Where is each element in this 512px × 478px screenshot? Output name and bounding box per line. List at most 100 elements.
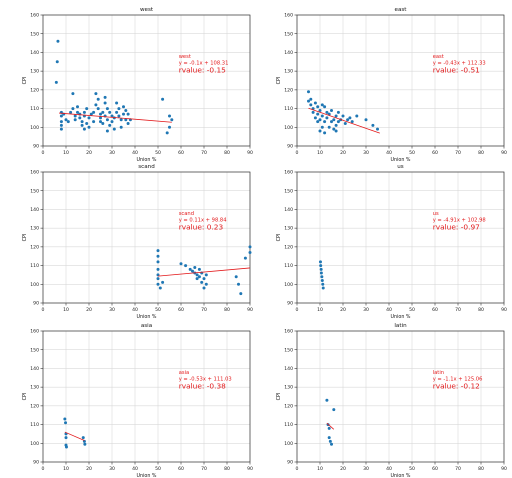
- data-point: [323, 131, 327, 135]
- data-point: [161, 97, 165, 101]
- x-tick-label: 50: [409, 150, 415, 156]
- x-tick-label: 0: [296, 466, 299, 472]
- panel-title: us: [397, 164, 404, 170]
- data-point: [122, 112, 125, 116]
- x-tick-label: 30: [363, 466, 369, 472]
- data-point: [82, 110, 86, 114]
- data-point: [156, 260, 160, 264]
- data-point: [110, 120, 114, 124]
- data-point: [64, 436, 68, 440]
- x-tick-label: 50: [409, 466, 415, 472]
- data-point: [71, 92, 75, 96]
- x-tick-label: 70: [455, 307, 461, 313]
- y-tick-label: 120: [284, 403, 293, 409]
- data-point: [316, 112, 320, 116]
- data-point: [248, 245, 252, 249]
- x-tick-label: 40: [386, 150, 392, 156]
- x-tick-label: 20: [86, 150, 92, 156]
- data-point: [191, 269, 194, 273]
- data-point: [69, 110, 73, 114]
- y-tick-label: 130: [30, 69, 39, 75]
- data-point: [64, 421, 68, 425]
- data-point: [307, 99, 310, 103]
- data-point: [73, 114, 77, 118]
- data-point: [73, 118, 77, 122]
- y-tick-label: 120: [30, 87, 39, 93]
- x-tick-label: 20: [340, 466, 346, 472]
- x-tick-label: 50: [155, 150, 161, 156]
- data-point: [323, 105, 327, 109]
- y-tick-label: 150: [30, 188, 39, 194]
- annotation-rvalue: rvalue: -0.12: [433, 382, 480, 391]
- y-tick-label: 150: [284, 31, 293, 37]
- y-tick-label: 90: [33, 144, 39, 150]
- y-tick-label: 140: [30, 207, 39, 213]
- y-axis-label: CPI: [22, 234, 28, 242]
- data-point: [168, 125, 171, 129]
- y-tick-label: 140: [30, 366, 39, 372]
- data-point: [334, 123, 338, 127]
- y-tick-label: 90: [287, 301, 293, 307]
- x-tick-label: 80: [478, 466, 484, 472]
- data-point: [311, 110, 315, 114]
- plot-area: [297, 15, 504, 146]
- data-point: [115, 101, 119, 105]
- data-point: [112, 127, 116, 131]
- y-tick-label: 110: [284, 422, 293, 428]
- x-tick-label: 60: [178, 466, 184, 472]
- panel-latin: 0 10 20 30 40 50 60 70 80 90 90 100 110 120 130 140 150 1…: [276, 323, 507, 478]
- x-tick-label: 90: [247, 150, 253, 156]
- data-point: [119, 125, 123, 129]
- y-tick-label: 110: [284, 263, 293, 269]
- x-tick-label: 0: [296, 150, 299, 156]
- x-axis-label: Union %: [391, 473, 411, 478]
- y-tick-label: 110: [30, 263, 39, 269]
- x-tick-label: 80: [224, 150, 230, 156]
- x-tick-label: 30: [109, 307, 115, 313]
- data-point: [124, 118, 128, 122]
- x-tick-label: 20: [340, 307, 346, 313]
- data-point: [202, 277, 206, 281]
- data-point: [59, 114, 63, 118]
- y-tick-label: 110: [284, 106, 293, 112]
- x-tick-label: 20: [86, 466, 92, 472]
- annotation-group: us: [433, 211, 439, 217]
- data-point: [336, 120, 340, 124]
- data-point: [309, 103, 313, 107]
- x-tick-label: 10: [63, 466, 69, 472]
- data-point: [110, 114, 114, 118]
- x-tick-label: 60: [432, 150, 438, 156]
- data-point: [83, 442, 87, 446]
- data-point: [320, 125, 324, 129]
- data-point: [66, 120, 70, 124]
- x-tick-label: 70: [201, 466, 207, 472]
- data-point: [156, 277, 160, 281]
- data-point: [156, 273, 160, 277]
- data-point: [108, 110, 112, 114]
- x-tick-label: 0: [296, 307, 299, 313]
- y-tick-label: 160: [30, 329, 39, 335]
- annotation-equation: y = -0.53x + 111.03: [179, 377, 232, 383]
- annotation-equation: y = -0.1x + 108.31: [179, 61, 229, 67]
- panel-west: 0 10 20 30 40 50 60 70 80 90 90 100 110 120 130 140 150 1…: [22, 7, 253, 163]
- data-point: [327, 426, 331, 430]
- x-tick-label: 60: [178, 307, 184, 313]
- x-tick-label: 90: [247, 307, 253, 313]
- data-point: [318, 118, 322, 122]
- data-point: [59, 127, 63, 131]
- data-point: [105, 129, 109, 133]
- data-point: [316, 120, 320, 124]
- y-tick-label: 160: [284, 13, 293, 19]
- data-point: [96, 97, 100, 101]
- x-tick-label: 60: [178, 150, 184, 156]
- data-point: [126, 112, 130, 116]
- annotation-group: scand: [179, 211, 194, 217]
- data-point: [318, 129, 322, 133]
- x-tick-label: 70: [201, 150, 207, 156]
- data-point: [55, 60, 59, 64]
- data-point: [85, 122, 89, 126]
- data-point: [105, 107, 109, 111]
- y-axis-label: CPI: [22, 77, 28, 85]
- x-tick-label: 0: [42, 150, 45, 156]
